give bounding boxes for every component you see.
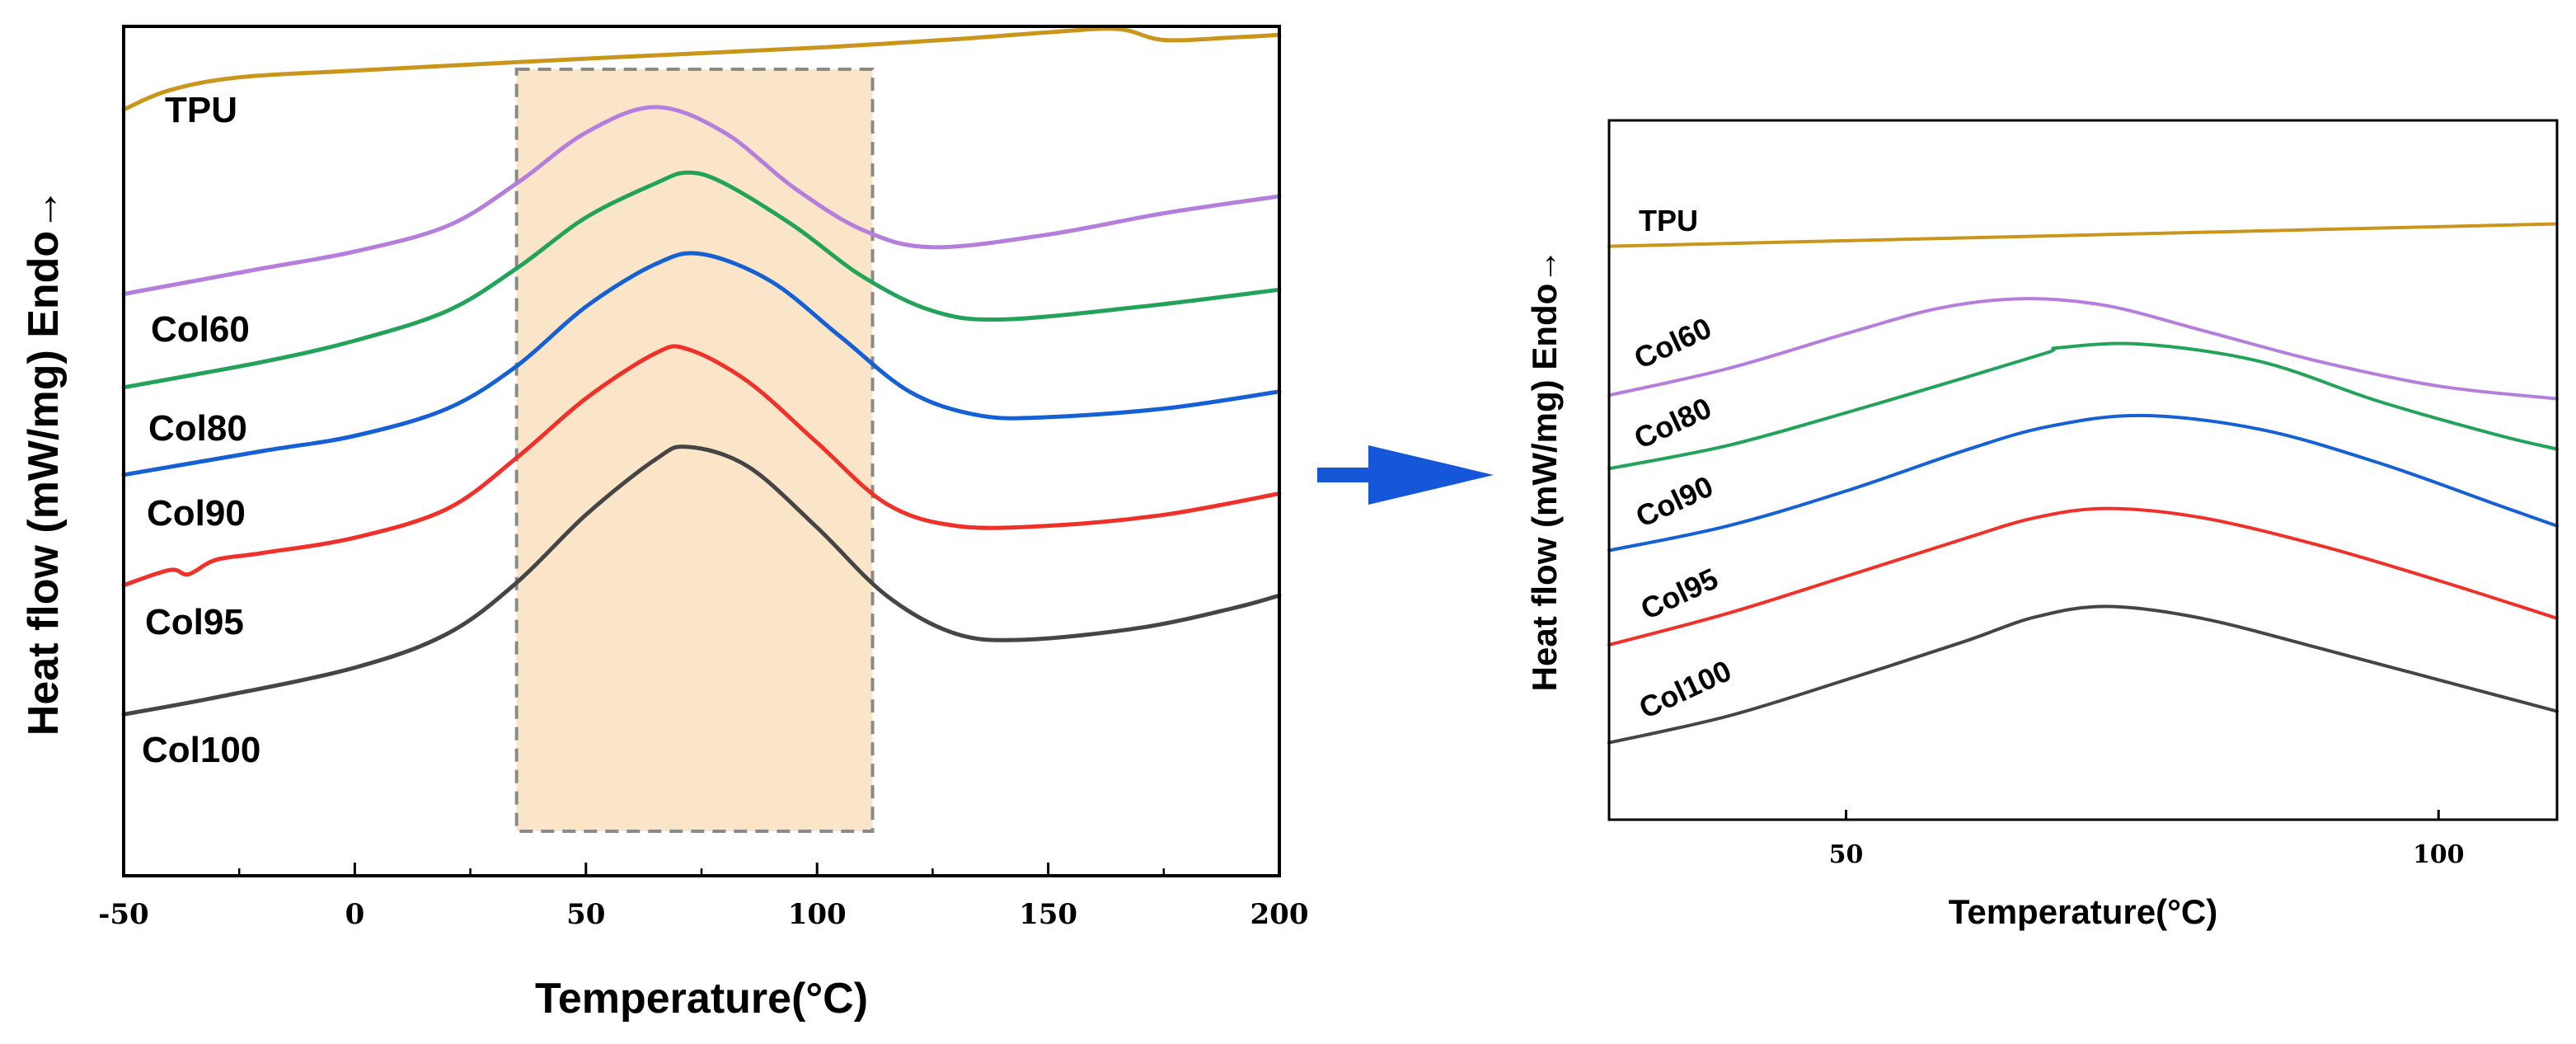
series-line-tpu [1607,222,2559,248]
zoom-arrow-shaft [1317,468,1373,482]
zoom-label-col60: Col60 [1629,311,1716,376]
zoom-arrow [1317,445,1494,505]
x-tick-label: 0 [345,898,365,931]
zoom-label-col95: Col95 [1635,562,1723,627]
zoom-y-axis-label: Heat flow (mW/mg) Endo→ [1525,249,1564,692]
zoom-plot-frame [1607,119,2559,821]
main-label-tpu: TPU [165,90,237,130]
zoom-x-axis: 50 100 [1829,810,2465,869]
zoom-series-group [1607,222,2559,745]
main-label-col95: Col95 [145,602,244,642]
main-label-col60: Col60 [151,309,250,350]
series-line-col90 [1607,413,2559,553]
zoom-x-axis-label: Temperature(°C) [1949,892,2217,931]
series-line-col80 [121,170,1282,390]
zoom-chart: 50 100 Temperature(°C) Heat flow (mW/mg) … [1525,119,2559,931]
zoom-label-col80: Col80 [1629,391,1716,456]
series-line-col60 [1607,297,2559,401]
series-line-col60 [121,105,1282,296]
main-label-col100: Col100 [142,730,260,770]
zoom-label-col90: Col90 [1631,469,1718,534]
x-tick-label: -50 [98,898,148,931]
main-x-axis-label: Temperature(°C) [535,975,868,1023]
x-tick-label: 150 [1019,898,1077,931]
main-label-col80: Col80 [148,408,247,449]
x-tick-label: 50 [1829,840,1864,869]
zoom-label-col100: Col100 [1634,653,1736,725]
series-line-col90 [121,251,1282,477]
main-x-axis: -50 0 50 100 150 200 [98,863,1308,931]
main-series-group [121,26,1282,717]
zoom-arrow-head [1368,445,1494,505]
x-tick-label: 200 [1250,898,1309,931]
series-line-col100 [1607,604,2559,745]
x-tick-label: 50 [566,898,605,931]
main-chart: -50 0 50 100 150 200 Temperature(°C) Heat flo… [20,25,1308,1023]
series-line-tpu [121,26,1282,112]
series-line-col95 [1607,506,2559,647]
highlight-region [514,68,875,833]
series-line-col95 [121,344,1282,588]
x-tick-label: 100 [788,898,847,931]
x-tick-label: 100 [2413,840,2465,869]
series-line-col80 [1607,341,2559,471]
main-y-axis-label: Heat flow (mW/mg) Endo→ [20,188,68,736]
main-label-col90: Col90 [147,493,246,534]
zoom-label-tpu: TPU [1639,204,1698,237]
series-line-col100 [121,444,1282,717]
